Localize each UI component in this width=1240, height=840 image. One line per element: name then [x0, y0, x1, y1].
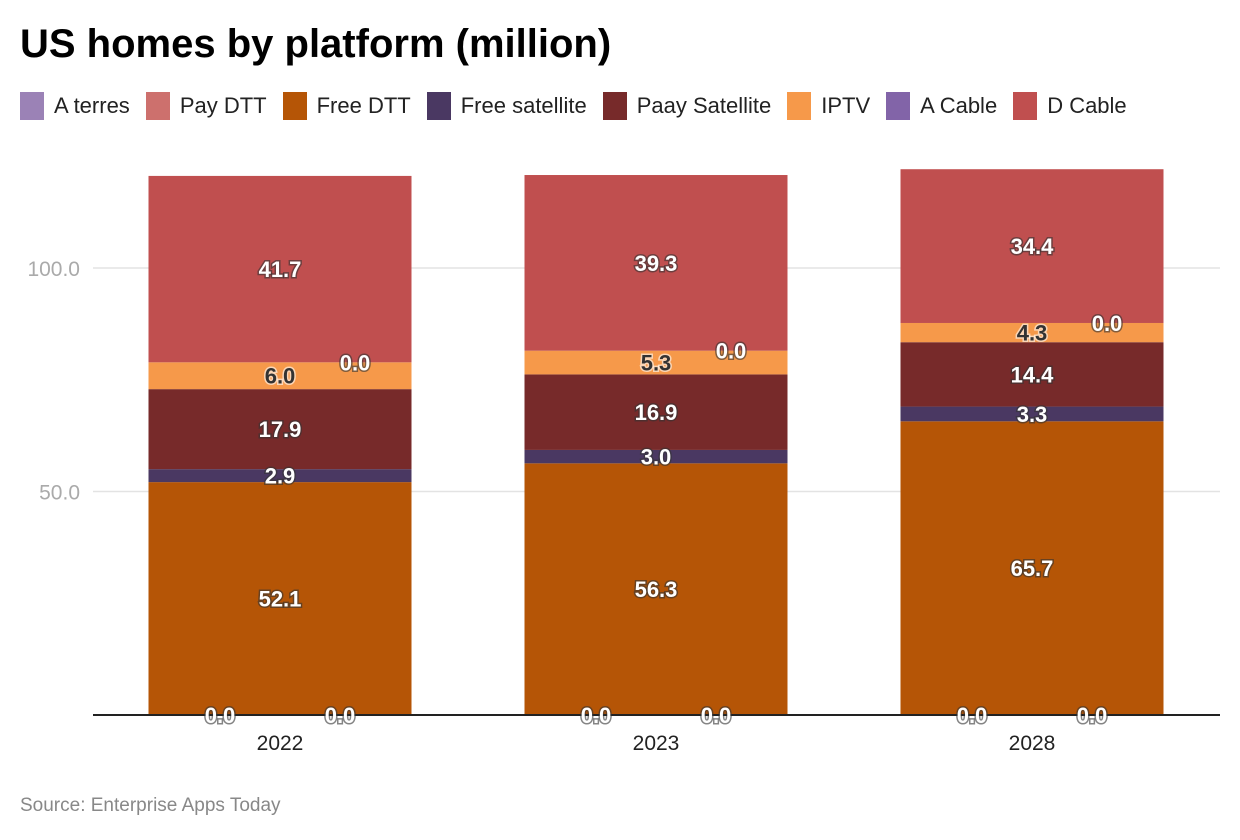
- y-tick-label: 50.0: [39, 482, 80, 505]
- y-tick-label: 100.0: [27, 258, 80, 281]
- data-label: 0.0: [716, 339, 747, 364]
- bar-segment: [900, 322, 1164, 343]
- bar-segment: [524, 463, 788, 715]
- bar-segment: [900, 342, 1164, 407]
- data-label: 6.0: [265, 364, 296, 389]
- data-label: 14.4: [1011, 362, 1055, 387]
- bar-segment: [148, 389, 412, 470]
- bar-segment: [148, 482, 412, 715]
- data-label: 3.0: [641, 445, 672, 470]
- bar-segment: [900, 169, 1164, 323]
- bar-segment: [900, 421, 1164, 715]
- data-label: 0.0: [1092, 311, 1123, 336]
- legend-swatch: [886, 92, 911, 120]
- legend-item: A Cable: [886, 92, 997, 120]
- legend-swatch: [282, 92, 307, 120]
- data-label: 65.7: [1011, 556, 1054, 581]
- chart-title: US homes by platform (million): [20, 22, 612, 66]
- bar-segment: [524, 350, 788, 375]
- legend-label: D Cable: [1047, 93, 1127, 118]
- legend-label: IPTV: [821, 93, 871, 118]
- bar-segment: [524, 449, 788, 464]
- legend: A terres Pay DTT Free DTT Free satellite Paa…: [20, 92, 1143, 120]
- bar-segment: [524, 374, 788, 450]
- data-label: 52.1: [259, 587, 302, 612]
- legend-item: Paay Satellite: [602, 92, 772, 120]
- data-label: 5.3: [641, 351, 672, 376]
- data-label: 34.4: [1011, 234, 1055, 259]
- legend-swatch: [787, 92, 812, 120]
- data-label: 0.0: [205, 703, 236, 728]
- bar-segment: [148, 362, 412, 390]
- data-label: 17.9: [259, 417, 302, 442]
- legend-item: IPTV: [787, 92, 870, 120]
- x-tick-label: 2023: [633, 732, 680, 755]
- legend-swatch: [602, 92, 627, 120]
- data-label: 0.0: [701, 703, 732, 728]
- bar-segment: [148, 175, 412, 363]
- legend-item: Pay DTT: [145, 92, 267, 120]
- data-label: 2.9: [265, 464, 296, 489]
- legend-swatch: [20, 92, 44, 120]
- legend-item: Free satellite: [426, 92, 587, 120]
- legend-label: A terres: [54, 93, 130, 118]
- x-tick-label: 2022: [257, 732, 304, 755]
- legend-label: A Cable: [920, 93, 998, 118]
- data-label: 0.0: [340, 350, 371, 375]
- legend-item: A terres: [20, 92, 130, 120]
- legend-swatch: [1013, 92, 1038, 120]
- source-note: Source: Enterprise Apps Today: [20, 795, 281, 816]
- legend-label: Free DTT: [316, 93, 411, 118]
- legend-label: Paay Satellite: [636, 93, 772, 118]
- data-label: 3.3: [1017, 402, 1048, 427]
- legend-item: Free DTT: [282, 92, 411, 120]
- legend-swatch: [426, 92, 451, 120]
- data-label: 39.3: [635, 251, 678, 276]
- data-label: 16.9: [635, 400, 678, 425]
- x-tick-label: 2028: [1009, 732, 1056, 755]
- legend-label: Free satellite: [460, 93, 587, 118]
- data-label: 0.0: [581, 703, 612, 728]
- legend-item: D Cable: [1013, 92, 1127, 120]
- data-label: 41.7: [259, 257, 302, 282]
- data-label: 56.3: [635, 577, 678, 602]
- bar-segment: [524, 175, 788, 351]
- legend-label: Pay DTT: [179, 93, 267, 118]
- legend-swatch: [145, 92, 170, 120]
- data-label: 0.0: [1077, 703, 1108, 728]
- bar-segment: [148, 469, 412, 483]
- data-label: 0.0: [325, 703, 356, 728]
- bar-segment: [900, 406, 1164, 422]
- data-label: 4.3: [1017, 321, 1048, 346]
- data-label: 0.0: [957, 703, 988, 728]
